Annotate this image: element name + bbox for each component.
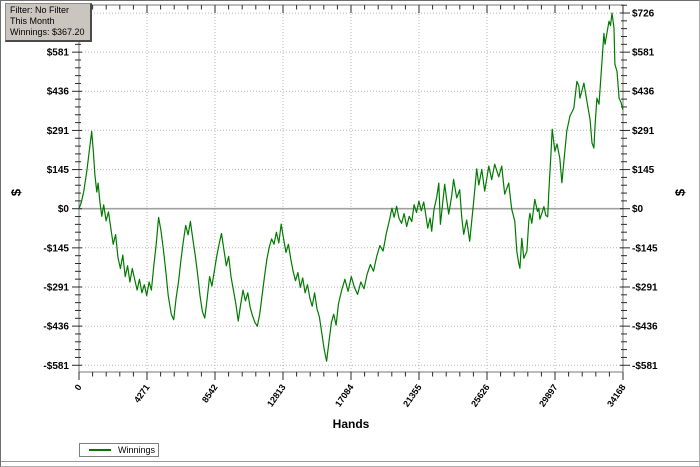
y-tick-label-left: -$145 [43, 243, 69, 254]
legend: Winnings [79, 443, 159, 457]
x-axis-title: Hands [332, 417, 370, 431]
x-tick-label: 21355 [401, 382, 424, 408]
filter-info-line-1: Filter: No Filter [10, 5, 70, 15]
bottom-divider [1, 461, 699, 462]
y-tick-label-right: -$581 [632, 361, 658, 372]
y-tick-label-left: $581 [47, 48, 70, 59]
filter-info-line-2: This Month [10, 16, 55, 26]
legend-line-swatch [89, 449, 111, 451]
x-tick-label: 25626 [469, 382, 492, 408]
filter-info-box: Filter: No Filter This Month Winnings: $… [5, 3, 92, 42]
filter-info-line-3: Winnings: $367.20 [10, 27, 85, 37]
y-tick-label-left: -$291 [43, 283, 69, 294]
x-tick-label: 17084 [333, 382, 356, 408]
y-tick-label-left: $436 [47, 87, 70, 98]
x-tick-label: 0 [73, 382, 84, 392]
y-tick-label-right: $291 [632, 126, 655, 137]
y-tick-label-left: -$581 [43, 361, 69, 372]
y-axis-title-right: $ [672, 188, 688, 197]
y-tick-label-left: $291 [47, 126, 70, 137]
y-tick-label-left: $0 [58, 204, 70, 215]
y-tick-label-right: $436 [632, 87, 655, 98]
y-axis-title-left: $ [8, 188, 24, 197]
y-tick-label-right: $581 [632, 48, 655, 59]
y-tick-label-right: -$291 [632, 283, 658, 294]
y-tick-label-left: $145 [47, 165, 70, 176]
y-tick-label-right: -$436 [632, 322, 658, 333]
y-tick-label-left: -$436 [43, 322, 69, 333]
legend-label: Winnings [118, 445, 156, 455]
x-tick-label: 4271 [132, 382, 152, 404]
winnings-line [78, 12, 624, 362]
x-tick-label: 34168 [605, 382, 628, 408]
y-tick-label-right: $726 [632, 9, 655, 20]
y-tick-label-right: $145 [632, 165, 655, 176]
x-tick-label: 8542 [200, 382, 220, 404]
x-tick-label: 12813 [265, 382, 288, 408]
x-tick-label: 29897 [537, 382, 560, 408]
y-tick-label-right: $0 [632, 204, 644, 215]
y-tick-label-right: -$145 [632, 243, 658, 254]
